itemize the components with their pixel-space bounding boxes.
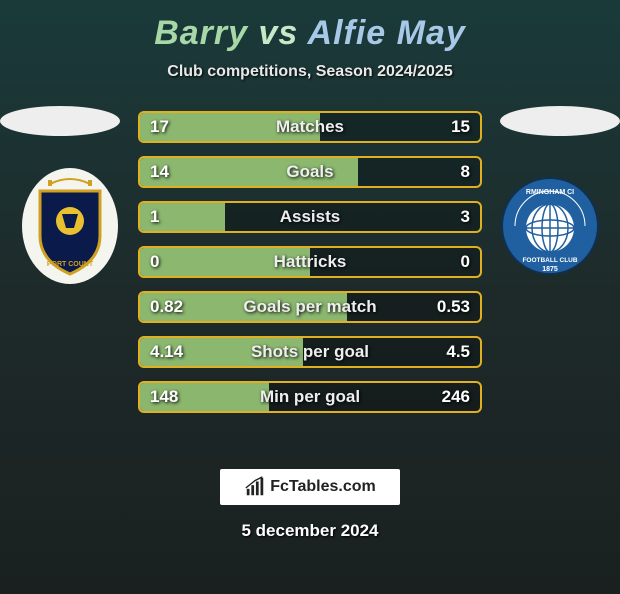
date-text: 5 december 2024 <box>0 521 620 541</box>
stat-left-value: 148 <box>150 387 178 407</box>
stat-bar: 4.14 Shots per goal 4.5 <box>138 336 482 368</box>
comparison-stage: PORT COUNT RMINGHAM CI FOOTBALL CLUB 187… <box>0 111 620 441</box>
stat-label: Goals <box>286 162 333 182</box>
stat-right-value: 4.5 <box>446 342 470 362</box>
stat-label: Matches <box>276 117 344 137</box>
stat-right-value: 3 <box>461 207 470 227</box>
stat-left-value: 17 <box>150 117 169 137</box>
stat-bar: 0 Hattricks 0 <box>138 246 482 278</box>
stat-label: Assists <box>280 207 340 227</box>
stat-right-value: 15 <box>451 117 470 137</box>
svg-text:FOOTBALL CLUB: FOOTBALL CLUB <box>522 257 577 264</box>
stat-left-value: 1 <box>150 207 159 227</box>
stat-left-value: 4.14 <box>150 342 183 362</box>
player1-name: Barry <box>154 14 248 52</box>
stat-left-value: 14 <box>150 162 169 182</box>
club-crest-left: PORT COUNT <box>20 166 120 286</box>
stat-right-value: 8 <box>461 162 470 182</box>
brand-badge: FcTables.com <box>220 469 400 505</box>
player2-name: Alfie May <box>308 14 466 52</box>
stat-left-value: 0.82 <box>150 297 183 317</box>
stat-right-value: 246 <box>442 387 470 407</box>
svg-text:PORT COUNT: PORT COUNT <box>47 261 94 268</box>
stat-bar: 17 Matches 15 <box>138 111 482 143</box>
svg-text:1875: 1875 <box>542 266 558 273</box>
stat-bar: 14 Goals 8 <box>138 156 482 188</box>
vs-text: vs <box>259 14 299 52</box>
stat-label: Goals per match <box>243 297 376 317</box>
stat-bar: 148 Min per goal 246 <box>138 381 482 413</box>
stat-left-value: 0 <box>150 252 159 272</box>
stat-bar: 0.82 Goals per match 0.53 <box>138 291 482 323</box>
right-ellipse <box>500 106 620 136</box>
stat-right-value: 0.53 <box>437 297 470 317</box>
stat-bar: 1 Assists 3 <box>138 201 482 233</box>
svg-text:RMINGHAM CI: RMINGHAM CI <box>526 189 574 196</box>
comparison-title: Barry vs Alfie May <box>0 14 620 53</box>
subtitle: Club competitions, Season 2024/2025 <box>0 63 620 81</box>
club-crest-right: RMINGHAM CI FOOTBALL CLUB 1875 <box>500 166 600 286</box>
shield-icon: PORT COUNT <box>20 166 120 286</box>
stat-label: Shots per goal <box>251 342 369 362</box>
stat-label: Min per goal <box>260 387 360 407</box>
stat-bars: 17 Matches 15 14 Goals 8 1 Assists 3 0 H… <box>138 111 482 413</box>
brand-text: FcTables.com <box>270 478 376 496</box>
left-ellipse <box>0 106 120 136</box>
chart-icon <box>244 476 266 498</box>
stat-label: Hattricks <box>274 252 347 272</box>
stat-right-value: 0 <box>461 252 470 272</box>
globe-crest-icon: RMINGHAM CI FOOTBALL CLUB 1875 <box>500 166 600 286</box>
